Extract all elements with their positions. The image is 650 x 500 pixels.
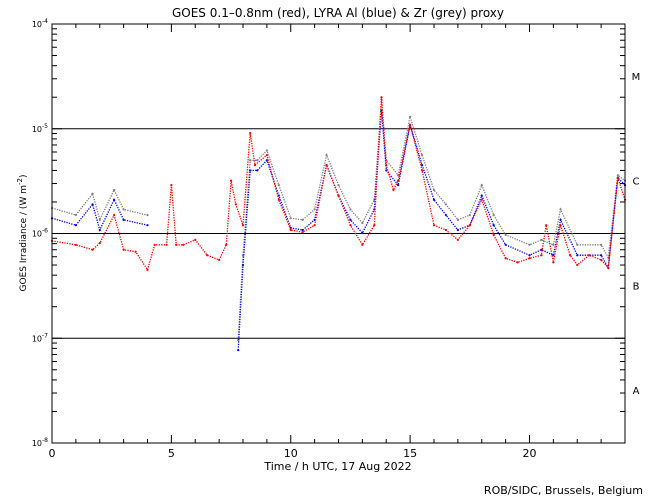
y-tick-label: 10-6 bbox=[32, 228, 48, 239]
y-axis-label-close: ) bbox=[19, 175, 29, 179]
series-line bbox=[51, 97, 626, 272]
x-tick-label: 10 bbox=[284, 447, 298, 460]
grid bbox=[52, 128, 625, 339]
series-line bbox=[51, 198, 148, 232]
flare-class-label: B bbox=[633, 281, 640, 292]
series-marks bbox=[50, 96, 627, 352]
series-goes-0-1-0-8nm bbox=[50, 96, 627, 272]
y-tick-label: 10-7 bbox=[32, 332, 48, 343]
y-tick-base: 10 bbox=[32, 125, 42, 134]
series-line bbox=[237, 110, 626, 351]
y-axis-label-sup: -2 bbox=[16, 178, 24, 185]
x-tick-label: 5 bbox=[168, 447, 175, 460]
y-tick-base: 10 bbox=[32, 439, 42, 448]
y-axis-label-text: GOES Irradiance / (W m bbox=[19, 185, 29, 291]
y-tick-label: 10-4 bbox=[32, 18, 48, 29]
chart-title: GOES 0.1–0.8nm (red), LYRA Al (blue) & Z… bbox=[172, 6, 504, 20]
y-tick-exp: -6 bbox=[42, 228, 48, 235]
series-line bbox=[237, 99, 626, 341]
flare-class-label: M bbox=[632, 72, 641, 83]
flare-class-label: A bbox=[633, 386, 640, 397]
y-tick-exp: -5 bbox=[42, 123, 48, 130]
y-tick-exp: -8 bbox=[42, 437, 48, 444]
series-lyra-zr-proxy bbox=[50, 98, 627, 342]
y-tick-label: 10-8 bbox=[32, 437, 48, 448]
y-tick-label: 10-5 bbox=[32, 123, 48, 134]
flare-class-label: C bbox=[633, 177, 640, 188]
y-tick-base: 10 bbox=[32, 20, 42, 29]
x-axis-label: Time / h UTC, 17 Aug 2022 bbox=[263, 460, 411, 473]
y-tick-base: 10 bbox=[32, 334, 42, 343]
x-tick-label: 15 bbox=[403, 447, 417, 460]
y-tick-base: 10 bbox=[32, 230, 42, 239]
series-line bbox=[51, 188, 148, 222]
x-tick-label: 0 bbox=[49, 447, 56, 460]
x-tick-label: 20 bbox=[523, 447, 537, 460]
series-lyra-al-proxy bbox=[50, 109, 627, 352]
y-axis-label: GOES Irradiance / (W m-2) bbox=[16, 175, 29, 292]
y-tick-exp: -7 bbox=[42, 332, 48, 339]
y-tick-exp: -4 bbox=[42, 18, 48, 25]
footer-credit: ROB/SIDC, Brussels, Belgium bbox=[484, 484, 643, 497]
